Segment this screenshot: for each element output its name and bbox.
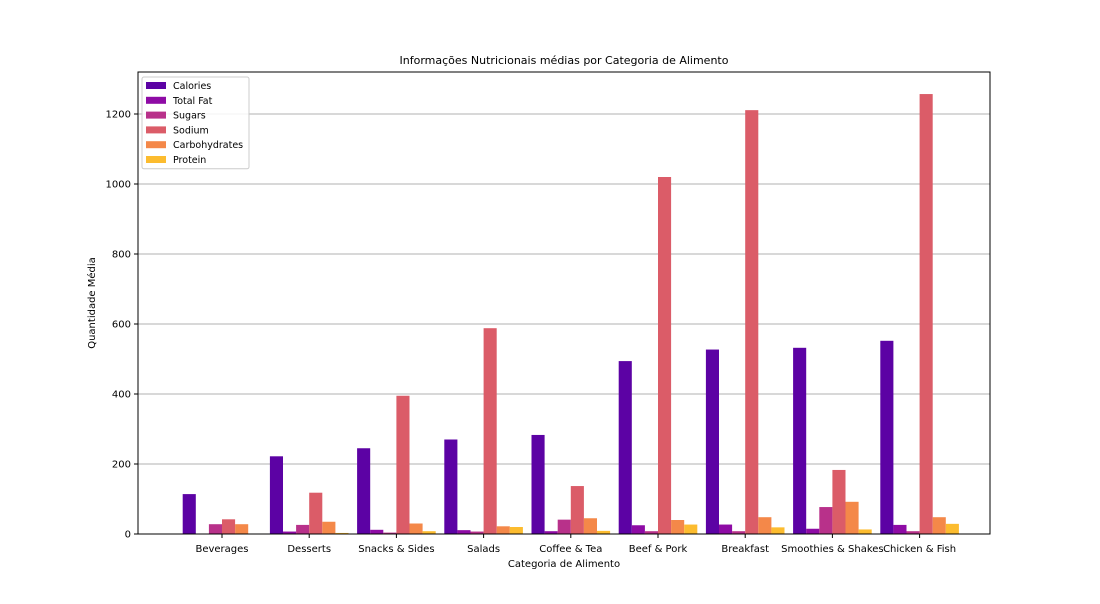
legend-swatch — [146, 141, 166, 148]
bar-sugars-beverages — [209, 524, 222, 534]
legend-label: Sodium — [173, 125, 209, 136]
bar-sodium-salads — [484, 328, 497, 534]
y-tick-label: 800 — [112, 250, 131, 261]
bar-calories-chicken-fish — [880, 341, 893, 534]
y-tick-label: 1000 — [106, 180, 131, 191]
bar-sodium-coffee-tea — [571, 486, 584, 534]
legend-swatch — [146, 126, 166, 133]
bar-total-fat-chicken-fish — [893, 525, 906, 534]
bar-carbohydrates-salads — [497, 526, 510, 534]
legend-label: Protein — [173, 155, 206, 166]
bar-total-fat-snacks-sides — [370, 530, 383, 534]
legend-label: Calories — [173, 81, 211, 92]
bar-protein-breakfast — [771, 527, 784, 534]
bar-sugars-smoothies-shakes — [819, 507, 832, 534]
x-tick-label: Chicken & Fish — [883, 544, 956, 555]
y-tick-label: 1200 — [106, 110, 131, 121]
bar-calories-coffee-tea — [532, 435, 545, 534]
y-tick-label: 200 — [112, 460, 131, 471]
legend-label: Carbohydrates — [173, 140, 243, 151]
bar-calories-beverages — [183, 494, 196, 534]
bar-calories-breakfast — [706, 350, 719, 534]
gridlines — [138, 114, 990, 464]
bar-total-fat-smoothies-shakes — [806, 529, 819, 534]
bar-total-fat-breakfast — [719, 525, 732, 534]
bar-sodium-beverages — [222, 519, 235, 534]
bar-total-fat-salads — [457, 530, 470, 534]
bar-calories-smoothies-shakes — [793, 348, 806, 534]
bar-carbohydrates-beverages — [235, 524, 248, 534]
bar-protein-smoothies-shakes — [859, 529, 872, 534]
legend: Calories Total Fat Sugars Sodium Carbohydrat… — [142, 77, 249, 169]
legend-label: Sugars — [173, 111, 206, 122]
plot-frame — [138, 72, 990, 534]
bar-sugars-coffee-tea — [558, 520, 571, 534]
bar-carbohydrates-breakfast — [758, 517, 771, 534]
legend-swatch — [146, 97, 166, 104]
bar-calories-desserts — [270, 456, 283, 534]
x-tick-label: Beef & Pork — [629, 544, 688, 555]
bar-sodium-beef-pork — [658, 177, 671, 534]
bar-sodium-desserts — [309, 493, 322, 534]
chart-title: Informações Nutricionais médias por Cate… — [400, 54, 729, 67]
bar-carbohydrates-beef-pork — [671, 520, 684, 534]
bar-carbohydrates-chicken-fish — [933, 517, 946, 534]
y-tick-label: 600 — [112, 320, 131, 331]
legend-swatch — [146, 156, 166, 163]
y-axis-label: Quantidade Média — [86, 257, 98, 349]
x-tick-label: Salads — [467, 544, 500, 555]
bar-calories-snacks-sides — [357, 448, 370, 534]
legend-swatch — [146, 82, 166, 89]
bar-sodium-snacks-sides — [396, 396, 409, 534]
bar-carbohydrates-coffee-tea — [584, 518, 597, 534]
bar-protein-chicken-fish — [946, 524, 959, 534]
x-tick-label: Breakfast — [721, 544, 769, 555]
bar-sodium-chicken-fish — [920, 94, 933, 534]
bar-calories-salads — [444, 440, 457, 535]
y-tick-label: 400 — [112, 390, 131, 401]
bar-sodium-breakfast — [745, 110, 758, 534]
bar-sodium-smoothies-shakes — [832, 470, 845, 534]
x-tick-label: Snacks & Sides — [358, 544, 434, 555]
x-tick-label: Smoothies & Shakes — [781, 544, 884, 555]
bar-sugars-desserts — [296, 525, 309, 534]
bar-calories-beef-pork — [619, 361, 632, 534]
legend-label: Total Fat — [172, 96, 213, 107]
bar-protein-salads — [510, 527, 523, 534]
x-axis-label: Categoria de Alimento — [508, 559, 620, 570]
bar-total-fat-beef-pork — [632, 525, 645, 534]
bar-protein-beef-pork — [684, 525, 697, 534]
x-tick-label: Desserts — [287, 544, 331, 555]
y-tick-label: 0 — [125, 530, 131, 541]
bar-carbohydrates-snacks-sides — [410, 524, 423, 535]
bars — [183, 94, 959, 534]
x-tick-label: Coffee & Tea — [539, 544, 602, 555]
bar-carbohydrates-smoothies-shakes — [846, 502, 859, 534]
legend-swatch — [146, 112, 166, 119]
x-tick-label: Beverages — [195, 544, 248, 555]
bar-carbohydrates-desserts — [322, 522, 335, 534]
